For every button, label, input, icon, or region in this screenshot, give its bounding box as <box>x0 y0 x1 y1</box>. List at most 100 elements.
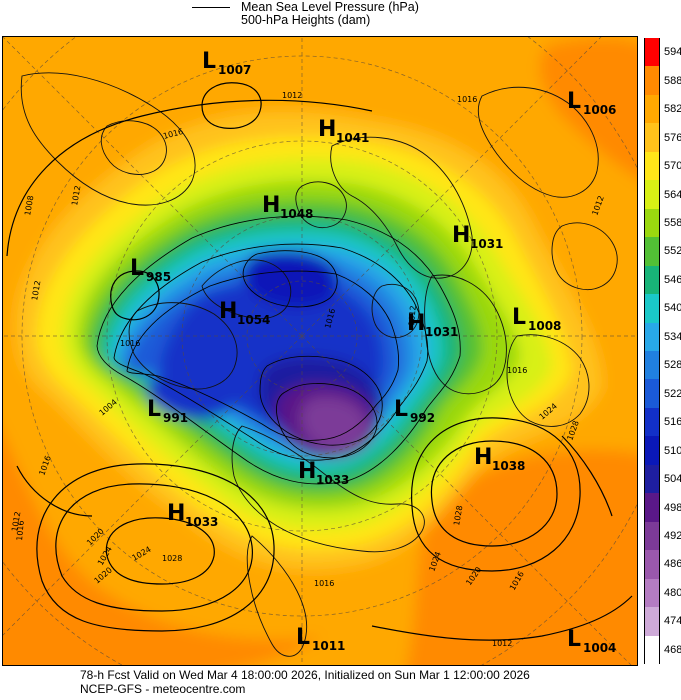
colorbar-label: 588 <box>664 74 681 87</box>
svg-text:1006: 1006 <box>583 103 616 117</box>
contour-label: 1008 <box>23 195 35 217</box>
forecast-valid-line: 78-h Fcst Valid on Wed Mar 4 18:00:00 20… <box>80 668 530 682</box>
height-shading <box>2 36 638 666</box>
contour-label: 1028 <box>162 554 182 563</box>
colorbar-label: 582 <box>664 103 681 116</box>
colorbar-label: 492 <box>664 529 681 542</box>
high-center: H 1054 <box>219 299 270 327</box>
svg-text:1031: 1031 <box>470 237 503 251</box>
low-center: L 1004 <box>567 627 616 655</box>
contour-label: 1012 <box>407 305 418 326</box>
colorbar-swatch <box>645 237 659 267</box>
source-credit: NCEP-GFS - meteocentre.com <box>80 682 246 696</box>
high-center: H 1038 <box>474 445 525 473</box>
chart-header: Mean Sea Level Pressure (hPa) 500-hPa He… <box>0 0 681 36</box>
colorbar-swatch <box>645 94 659 125</box>
contour-label: 1012 <box>282 91 302 100</box>
svg-text:H: H <box>298 459 316 484</box>
mslp-legend-line <box>192 7 230 8</box>
colorbar-label: 510 <box>664 444 681 457</box>
colorbar-label: 570 <box>664 160 681 173</box>
colorbar-label: 528 <box>664 359 681 372</box>
colorbar-swatch <box>645 493 659 523</box>
colorbar-label: 576 <box>664 131 681 144</box>
svg-text:L: L <box>130 256 144 281</box>
svg-text:H: H <box>474 445 492 470</box>
svg-text:H: H <box>407 311 425 336</box>
colorbar-swatch <box>645 607 659 637</box>
colorbar-swatch <box>645 550 659 580</box>
chart-footer: 78-h Fcst Valid on Wed Mar 4 18:00:00 20… <box>0 668 681 700</box>
contour-label: 1012 <box>30 280 42 302</box>
low-center: L 1006 <box>567 89 616 117</box>
low-center: L 992 <box>394 397 435 425</box>
colorbar-label: 540 <box>664 302 681 315</box>
colorbar-swatch <box>645 351 659 381</box>
colorbar-label: 552 <box>664 245 681 258</box>
colorbar-swatch <box>645 635 659 665</box>
colorbar-label: 546 <box>664 273 681 286</box>
svg-text:H: H <box>167 501 185 526</box>
contour-label: 1016 <box>507 366 527 375</box>
coastlines <box>20 72 618 657</box>
colorbar-label: 498 <box>664 501 681 514</box>
colorbar-label: 504 <box>664 473 681 486</box>
svg-text:1048: 1048 <box>280 207 313 221</box>
colorbar-swatch <box>645 436 659 466</box>
colorbar-swatch <box>645 294 659 324</box>
svg-text:H: H <box>318 117 336 142</box>
colorbar-swatch <box>645 379 659 409</box>
mslp-isobars <box>6 82 633 641</box>
svg-text:1041: 1041 <box>336 131 369 145</box>
colorbar-swatch <box>645 322 659 352</box>
colorbar-label: 534 <box>664 330 681 343</box>
svg-text:L: L <box>147 397 161 422</box>
colorbar-swatch <box>645 151 659 182</box>
contour-label: 1012 <box>492 639 512 648</box>
forecast-map: 1016 1012 1016 1008 1012 1012 1016 1024 … <box>2 36 638 666</box>
colorbar-label: 558 <box>664 216 681 229</box>
mslp-legend-label: Mean Sea Level Pressure (hPa) <box>241 0 419 14</box>
svg-text:L: L <box>296 625 310 650</box>
pressure-systems: L 1007 L 1006 H 1041 H 1048 H 1031 L 985 <box>130 49 616 655</box>
map-canvas: 1016 1012 1016 1008 1012 1012 1016 1024 … <box>2 36 638 666</box>
colorbar-label: 516 <box>664 416 681 429</box>
low-center: L 991 <box>147 397 188 425</box>
svg-text:L: L <box>394 397 408 422</box>
colorbar-label: 468 <box>664 643 681 656</box>
svg-text:1007: 1007 <box>218 63 251 77</box>
high-center: H 1033 <box>167 501 218 529</box>
svg-text:1004: 1004 <box>583 641 616 655</box>
colorbar-swatch <box>645 578 659 609</box>
svg-text:L: L <box>512 305 526 330</box>
contour-label: 1016 <box>314 579 334 588</box>
colorbar-swatch <box>645 265 659 296</box>
map-frame <box>2 36 638 666</box>
height-contours <box>96 215 461 485</box>
colorbar-swatch <box>645 38 659 68</box>
svg-text:L: L <box>567 627 581 652</box>
svg-text:1008: 1008 <box>528 319 561 333</box>
svg-text:1031: 1031 <box>425 325 458 339</box>
svg-text:H: H <box>452 223 470 248</box>
colorbar-label: 594 <box>664 46 681 59</box>
svg-text:1054: 1054 <box>237 313 270 327</box>
high-center: H 1033 <box>298 459 349 487</box>
high-center: H 1031 <box>452 223 503 251</box>
svg-text:985: 985 <box>146 270 171 284</box>
contour-label: 1028 <box>452 505 464 527</box>
chart-subtitle: 500-hPa Heights (dam) <box>241 13 371 27</box>
low-center: L 1007 <box>202 49 251 77</box>
svg-text:1033: 1033 <box>185 515 218 529</box>
svg-text:1038: 1038 <box>492 459 525 473</box>
colorbar-label: 486 <box>664 558 681 571</box>
svg-text:H: H <box>219 299 237 324</box>
contour-label: 1016 <box>120 339 140 348</box>
low-center: L 985 <box>130 256 171 284</box>
svg-text:991: 991 <box>163 411 188 425</box>
colorbar-swatch <box>645 180 659 210</box>
graticule <box>2 36 638 666</box>
high-center: H 1041 <box>318 117 369 145</box>
colorbar-swatch <box>645 521 659 552</box>
colorbar-label: 480 <box>664 586 681 599</box>
